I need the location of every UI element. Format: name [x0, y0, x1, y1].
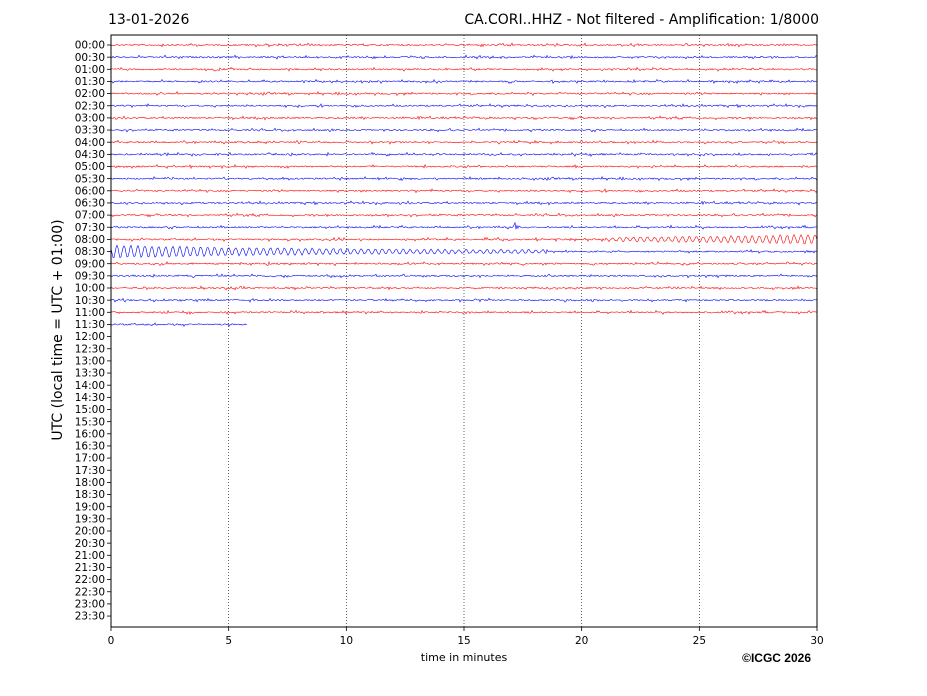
trace-06:00 [110, 188, 818, 194]
y-tick-label: 19:30 [75, 513, 105, 525]
y-tick-label: 04:30 [75, 149, 105, 161]
x-tick-label: 5 [225, 635, 232, 647]
trace-07:00 [110, 212, 818, 218]
trace-00:30 [110, 54, 818, 60]
y-tick-label: 20:30 [75, 538, 105, 550]
y-tick-label: 06:30 [75, 198, 105, 210]
y-axis-label: UTC (local time = UTC + 01:00) [50, 219, 66, 441]
copyright-notice: ©ICGC 2026 [742, 651, 811, 665]
y-tick-label: 13:30 [75, 368, 105, 380]
trace-10:00 [110, 285, 818, 291]
y-tick-label: 21:30 [75, 562, 105, 574]
y-tick-label: 07:30 [75, 222, 105, 234]
trace-09:00 [110, 260, 818, 267]
y-tick-label: 02:30 [75, 100, 105, 112]
y-tick-label: 00:00 [75, 40, 105, 52]
y-tick-label: 15:00 [75, 404, 105, 416]
trace-09:30 [110, 273, 818, 279]
y-tick-label: 23:30 [75, 611, 105, 623]
y-tick-label: 08:00 [75, 234, 105, 246]
y-tick-label: 18:00 [75, 477, 105, 489]
x-tick-label: 0 [108, 635, 115, 647]
y-tick-label: 08:30 [75, 246, 105, 258]
y-tick-label: 09:30 [75, 270, 105, 282]
y-tick-label: 16:30 [75, 441, 105, 453]
y-tick-label: 23:00 [75, 599, 105, 611]
trace-08:30 [110, 244, 818, 259]
trace-02:00 [110, 91, 818, 96]
trace-11:30 [110, 322, 248, 327]
trace-05:00 [110, 163, 818, 170]
x-tick-label: 25 [693, 635, 706, 647]
y-tick-label: 01:30 [75, 76, 105, 88]
y-tick-label: 20:00 [75, 526, 105, 538]
trace-10:30 [111, 297, 818, 303]
y-tick-label: 16:00 [75, 428, 105, 440]
trace-04:30 [110, 151, 818, 157]
trace-01:30 [110, 78, 818, 85]
x-tick-label: 20 [575, 635, 588, 647]
y-tick-label: 05:00 [75, 161, 105, 173]
plot-frame [110, 34, 818, 628]
y-tick-label: 21:00 [75, 550, 105, 562]
y-tick-label: 17:30 [75, 465, 105, 477]
y-tick-label: 06:00 [75, 185, 105, 197]
y-tick-label: 11:00 [75, 307, 105, 319]
x-tick-label: 30 [810, 635, 823, 647]
trace-02:30 [110, 103, 818, 109]
trace-01:00 [110, 66, 818, 72]
y-tick-label: 10:00 [75, 283, 105, 295]
trace-03:00 [110, 115, 818, 121]
trace-11:00 [110, 309, 818, 315]
y-tick-label: 04:00 [75, 137, 105, 149]
y-tick-label: 22:30 [75, 586, 105, 598]
chart-date: 13-01-2026 [108, 12, 190, 28]
trace-05:30 [110, 176, 818, 182]
y-tick-label: 10:30 [75, 295, 105, 307]
y-tick-label: 17:00 [75, 453, 105, 465]
y-tick-label: 11:30 [75, 319, 105, 331]
trace-06:30 [110, 200, 818, 206]
y-tick-label: 00:30 [75, 52, 105, 64]
y-tick-label: 12:00 [75, 331, 105, 343]
trace-08:00 [110, 233, 818, 245]
x-tick-label: 10 [340, 635, 353, 647]
x-axis-label: time in minutes [420, 651, 508, 664]
y-tick-label: 05:30 [75, 173, 105, 185]
chart-title: CA.CORI..HHZ - Not filtered - Amplificat… [464, 12, 819, 28]
y-tick-label: 01:00 [75, 64, 105, 76]
trace-04:00 [110, 139, 818, 145]
y-tick-label: 14:00 [75, 380, 105, 392]
y-tick-label: 09:00 [75, 258, 105, 270]
y-tick-label: 15:30 [75, 416, 105, 428]
y-tick-label: 13:00 [75, 356, 105, 368]
trace-03:30 [110, 127, 818, 133]
trace-00:00 [110, 42, 818, 48]
y-tick-label: 07:00 [75, 210, 105, 222]
y-tick-label: 02:00 [75, 88, 105, 100]
y-tick-label: 14:30 [75, 392, 105, 404]
trace-07:30 [110, 221, 818, 230]
y-tick-label: 22:00 [75, 574, 105, 586]
y-tick-label: 03:00 [75, 113, 105, 125]
y-tick-label: 19:00 [75, 501, 105, 513]
y-tick-label: 03:30 [75, 125, 105, 137]
x-tick-label: 15 [457, 635, 470, 647]
y-tick-label: 18:30 [75, 489, 105, 501]
y-tick-label: 12:30 [75, 343, 105, 355]
